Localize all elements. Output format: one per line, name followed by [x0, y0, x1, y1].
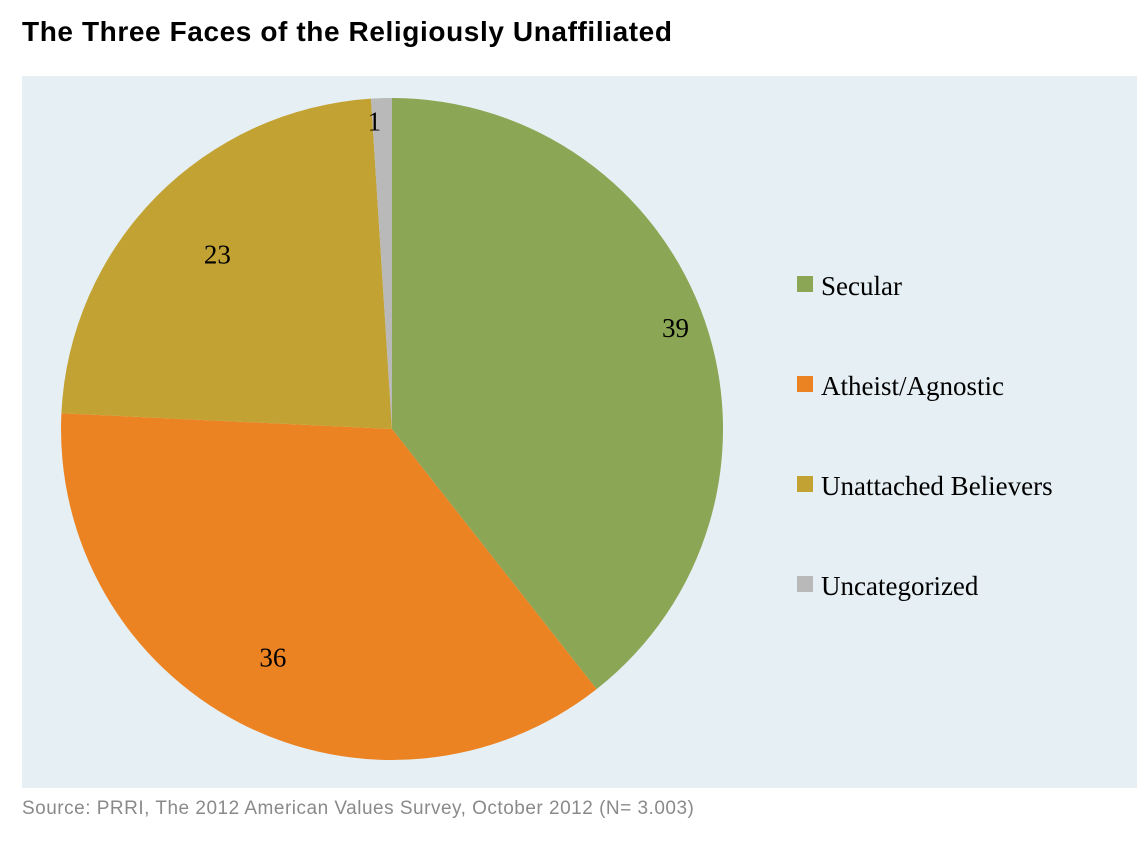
chart-title: The Three Faces of the Religiously Unaff… — [22, 16, 673, 47]
legend-item-atheist-agnostic: Atheist/Agnostic — [797, 371, 1004, 402]
legend-label: Secular — [821, 271, 902, 301]
data-label-uncategorized: 1 — [368, 106, 382, 136]
legend-swatch — [797, 475, 813, 492]
pie-slice-uncategorized — [371, 98, 392, 429]
pie-slice-secular — [392, 98, 724, 690]
plot-area: 39 36 23 1 Secular Atheist/Agnostic Unattache… — [22, 76, 1137, 788]
legend-swatch — [797, 275, 813, 292]
legend-item-secular: Secular — [797, 271, 902, 302]
pie-slice-unattached-believers — [61, 98, 393, 429]
legend-item-uncategorized: Uncategorized — [797, 571, 978, 602]
legend-item-unattached-believers: Unattached Believers — [797, 471, 1053, 502]
legend-label: Atheist/Agnostic — [821, 371, 1004, 401]
data-label-secular: 39 — [662, 313, 689, 343]
source-note: Source: PRRI, The 2012 American Values S… — [22, 798, 695, 819]
data-label-atheist-agnostic: 36 — [259, 642, 286, 672]
data-label-unattached-believers: 23 — [204, 239, 231, 269]
legend-label: Uncategorized — [821, 571, 979, 601]
legend-label: Unattached Believers — [821, 471, 1053, 501]
legend-swatch — [797, 575, 813, 592]
legend-swatch — [797, 375, 813, 392]
pie-chart: 39 36 23 1 — [60, 98, 724, 761]
pie-slice-atheist-agnostic — [60, 413, 597, 761]
